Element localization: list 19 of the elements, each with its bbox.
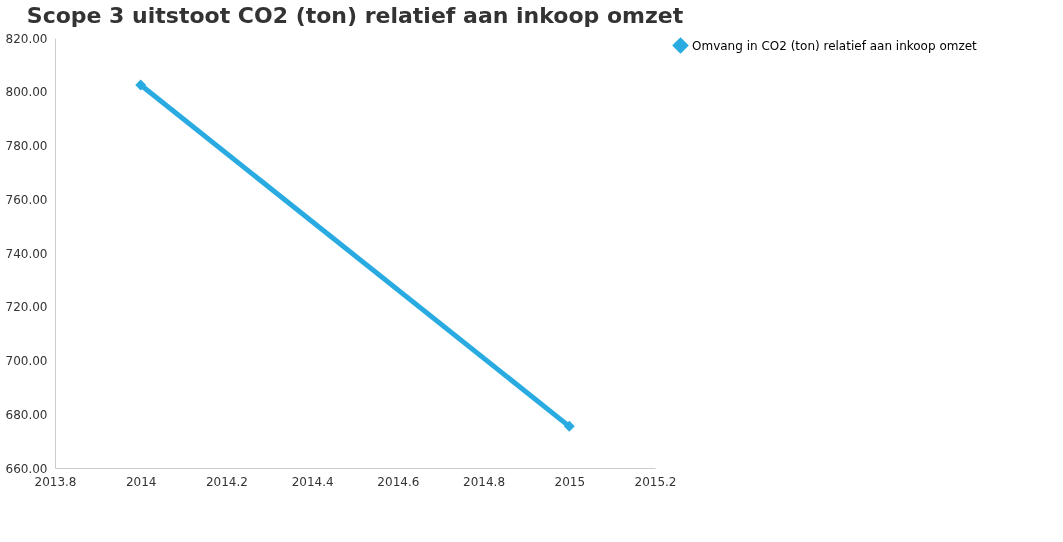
x-tick-label: 2013.8	[34, 474, 77, 489]
y-tick-label: 680.00	[5, 407, 48, 422]
x-tick-label: 2014.6	[377, 474, 420, 489]
chart-title: Scope 3 uitstoot CO2 (ton) relatief aan inkoop omzet	[26, 3, 684, 28]
y-tick-label: 820.00	[5, 31, 48, 46]
x-tick-label: 2015	[554, 474, 586, 489]
x-tick-label: 2015.2	[634, 474, 677, 489]
y-tick-label: 740.00	[5, 246, 48, 261]
x-tick-label: 2014.8	[463, 474, 506, 489]
x-tick-label: 2014.2	[205, 474, 248, 489]
legend-label: Omvang in CO2 (ton) relatief aan inkoop omzet	[692, 38, 978, 53]
x-tick-label: 2014	[125, 474, 157, 489]
y-tick-label: 700.00	[5, 354, 48, 368]
y-tick-label: 720.00	[5, 300, 48, 315]
y-tick-label: 800.00	[5, 85, 48, 100]
x-tick-label: 2014.4	[291, 474, 334, 489]
y-tick-label: 780.00	[5, 139, 48, 153]
y-tick-label: 660.00	[5, 461, 48, 476]
y-tick-label: 760.00	[5, 192, 48, 207]
